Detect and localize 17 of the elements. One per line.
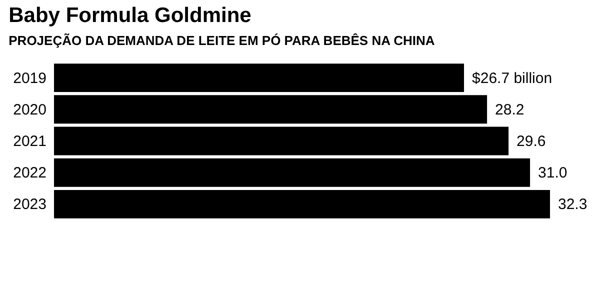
y-tick-label: 2019: [13, 70, 46, 87]
bar: [54, 95, 488, 124]
y-tick-label: 2022: [13, 164, 46, 182]
y-tick-label: 2021: [13, 133, 46, 150]
data-label: 32.3: [558, 196, 588, 214]
bar: [54, 190, 550, 218]
bar: [54, 126, 509, 156]
data-label: 28.2: [495, 101, 524, 118]
y-tick-label: 2020: [13, 101, 46, 118]
bar: [54, 158, 530, 187]
y-tick-label: 2023: [13, 196, 46, 214]
chart-title: Baby Formula Goldmine: [8, 4, 252, 27]
chart-subtitle: PROJEÇÃO DA DEMANDA DE LEITE EM PÓ PARA BEBÊS NA CHINA: [8, 33, 436, 48]
data-label: $26.7 billion: [472, 70, 552, 87]
bar: [54, 64, 464, 92]
data-label: 29.6: [516, 133, 546, 150]
data-label: 31.0: [538, 164, 568, 182]
